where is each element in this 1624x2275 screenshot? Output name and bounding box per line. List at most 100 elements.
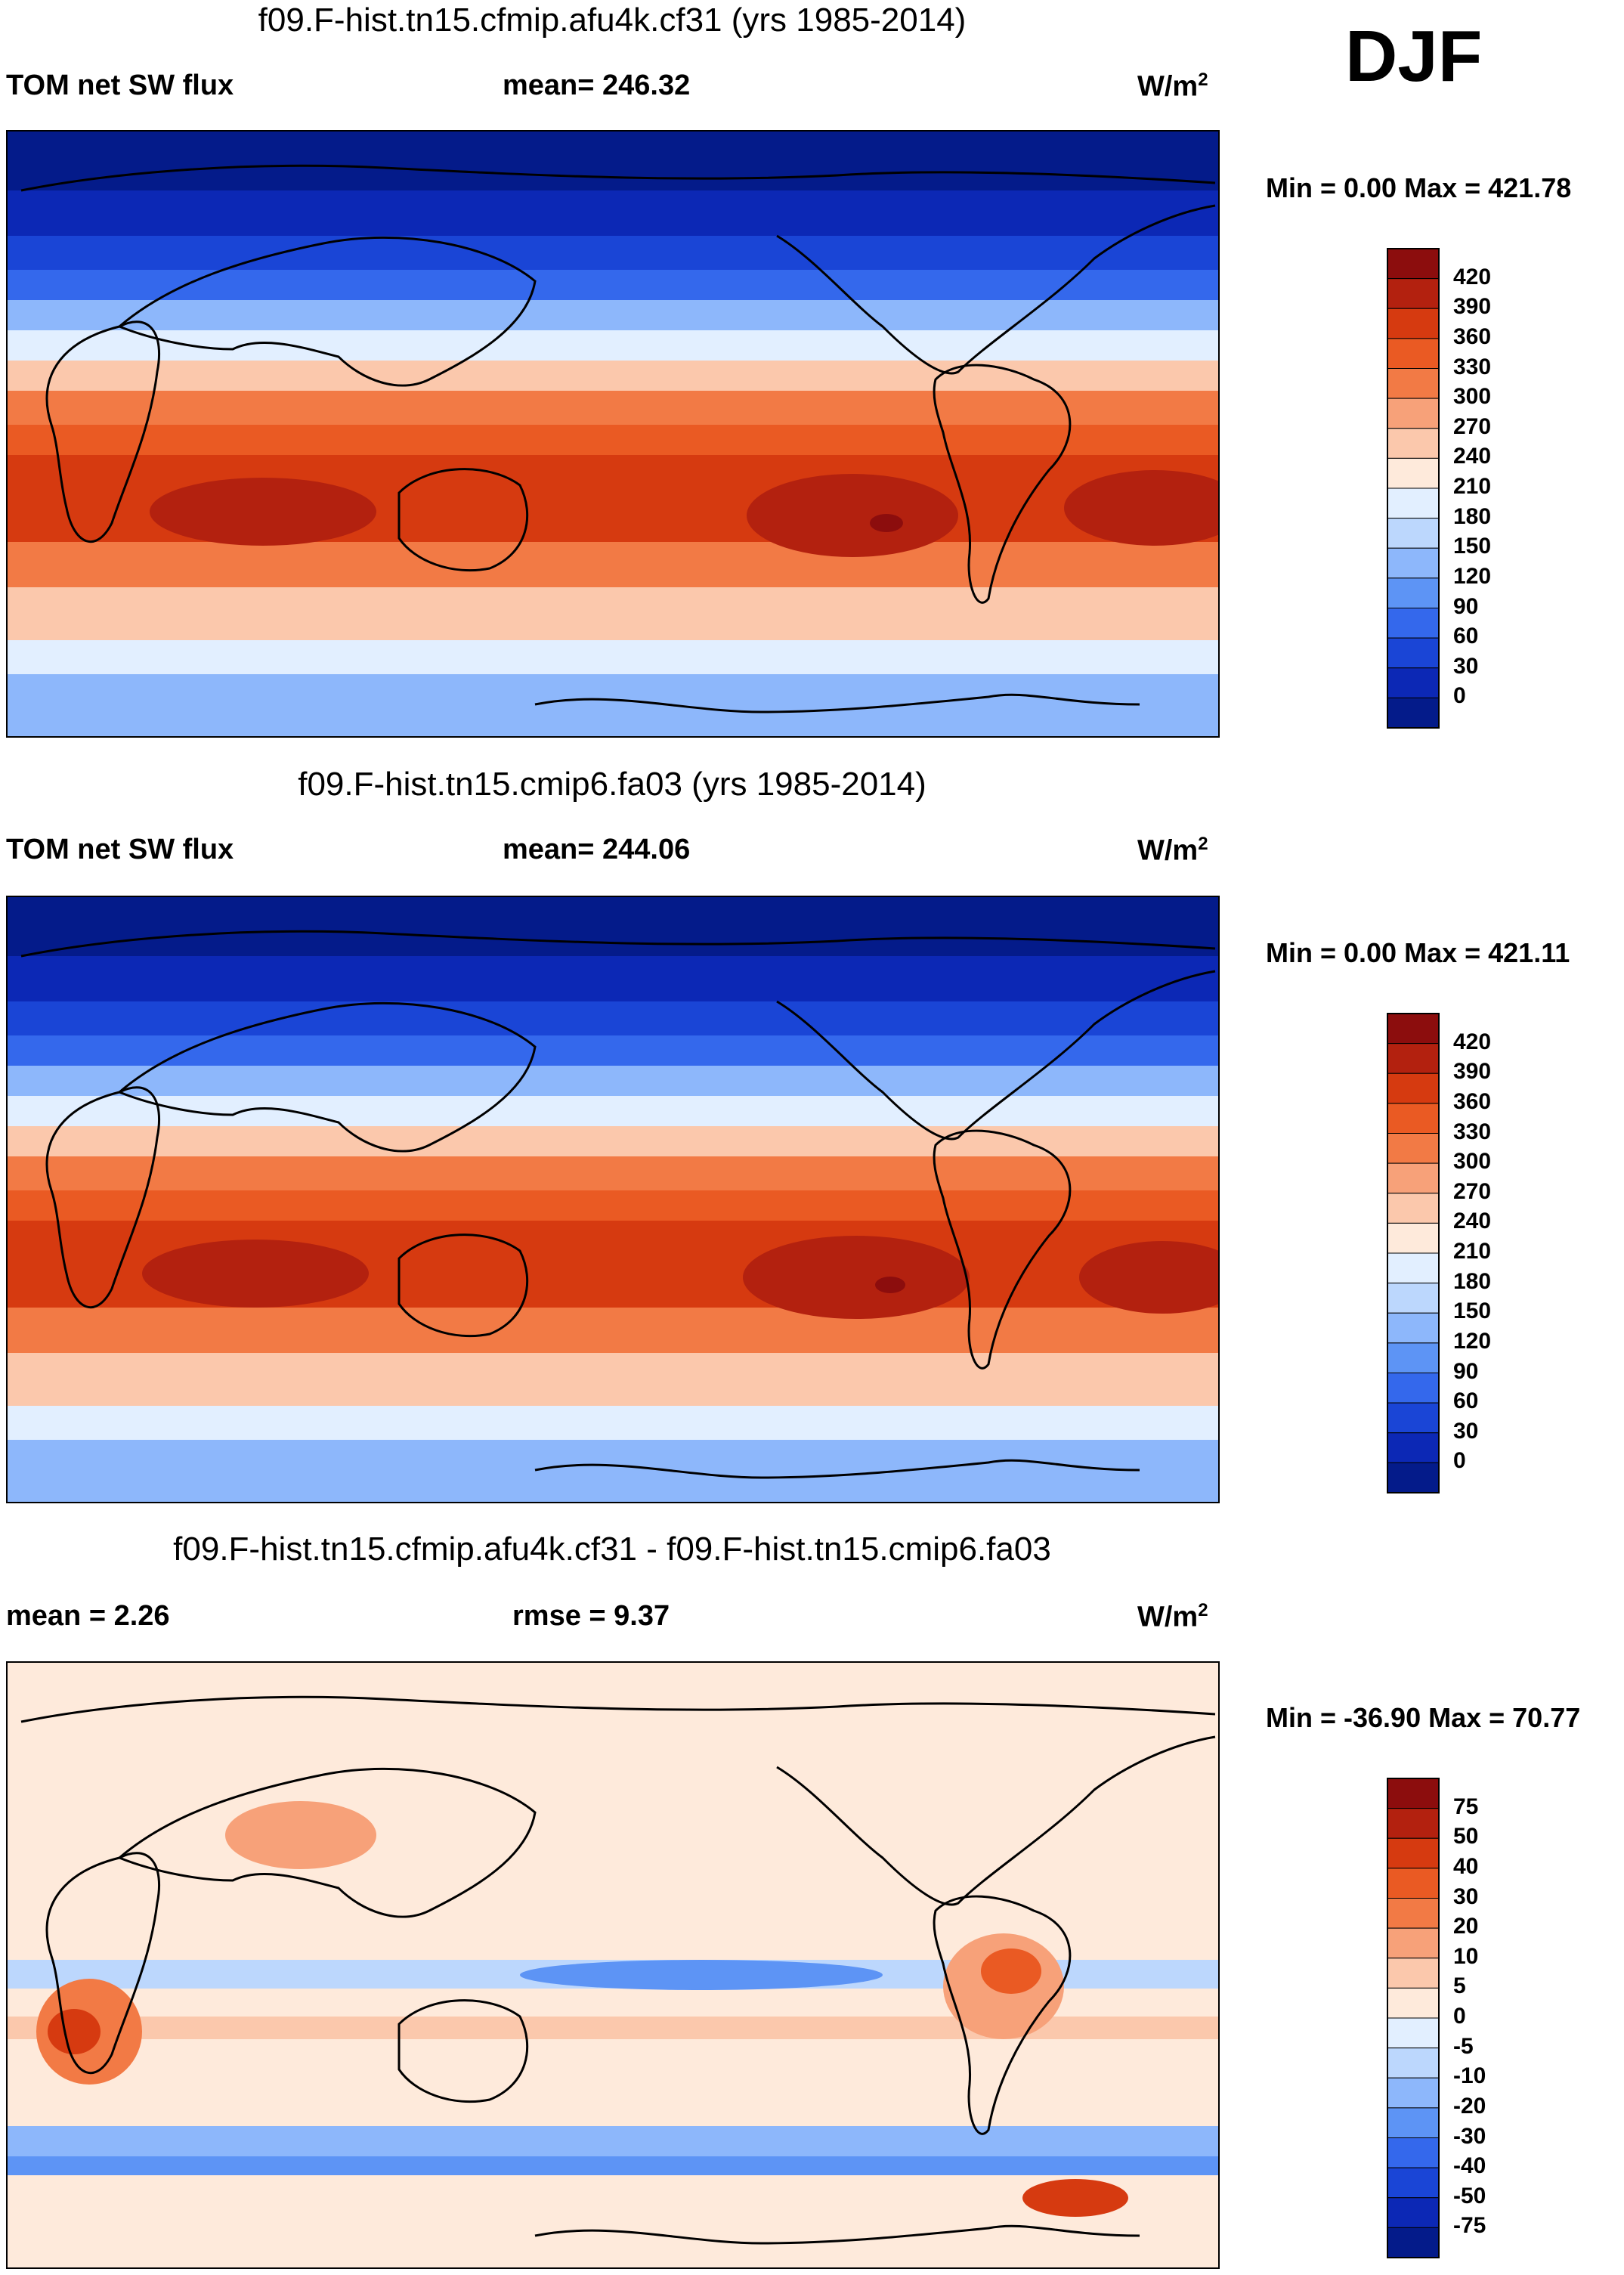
panel3-frame	[6, 1661, 1220, 2269]
colorbar-tick-label: 330	[1453, 354, 1492, 379]
colorbar-box	[1387, 1222, 1440, 1254]
colorbar-tick-label: 270	[1453, 413, 1492, 439]
panel2-band-7	[6, 1126, 1220, 1156]
colorbar-tick-label: 210	[1453, 1239, 1492, 1264]
panel2-band-9	[6, 1190, 1220, 1221]
colorbar-box	[1387, 1312, 1440, 1344]
panel1-band-14	[6, 674, 1220, 738]
colorbar-box	[1387, 2017, 1440, 2049]
colorbar-box	[1387, 1193, 1440, 1224]
panel2-variable-label: TOM net SW flux	[6, 834, 234, 865]
colorbar-tick-label: 10	[1453, 1943, 1479, 1969]
colorbar-tick-label: 300	[1453, 1149, 1492, 1175]
colorbar-box	[1387, 248, 1440, 280]
colorbar-tick-label: 90	[1453, 593, 1479, 619]
panel1-max-indian	[150, 478, 376, 546]
colorbar-box	[1387, 547, 1440, 579]
panel3-rmse-label: rmse = 9.37	[512, 1600, 670, 1632]
colorbar-tick-label: 40	[1453, 1853, 1479, 1879]
colorbar-box	[1387, 2197, 1440, 2228]
panel3-band-south-neg	[6, 2126, 1220, 2156]
panel3-pacific-neg	[520, 1960, 883, 1990]
panel2-title: f09.F-hist.tn15.cmip6.fa03 (yrs 1985-201…	[298, 766, 926, 803]
colorbar-box	[1387, 2107, 1440, 2138]
colorbar-box	[1387, 308, 1440, 339]
panel1-max-atlantic	[1064, 470, 1220, 546]
colorbar-box	[1387, 697, 1440, 729]
colorbar-tick-label: 75	[1453, 1794, 1479, 1819]
panel2-band-5	[6, 1066, 1220, 1096]
panel1-band-6	[6, 330, 1220, 361]
colorbar-tick-label: 180	[1453, 1268, 1492, 1294]
colorbar-box	[1387, 1927, 1440, 1959]
panel1-minmax: Min = 0.00 Max = 421.78	[1266, 172, 1572, 203]
panel2-coastlines	[20, 930, 1216, 1479]
colorbar-box	[1387, 1252, 1440, 1284]
panel3-colorbar	[1387, 1778, 1440, 2258]
panel1-band-13	[6, 640, 1220, 674]
panel1-map	[6, 130, 1220, 738]
colorbar-box	[1387, 518, 1440, 549]
panel1-mean-label: mean= 246.32	[503, 70, 691, 101]
colorbar-box	[1387, 1462, 1440, 1493]
colorbar-box	[1387, 1373, 1440, 1404]
panel2-band-6	[6, 1096, 1220, 1126]
colorbar-box	[1387, 1432, 1440, 1463]
colorbar-box	[1387, 608, 1440, 639]
colorbar-box	[1387, 1013, 1440, 1045]
colorbar-tick-label: -75	[1453, 2213, 1486, 2239]
panel2-minmax: Min = 0.00 Max = 421.11	[1266, 937, 1570, 968]
panel3-band-south-neg2	[6, 2156, 1220, 2175]
colorbar-box	[1387, 1072, 1440, 1104]
colorbar-box	[1387, 1837, 1440, 1869]
panel3-minmax: Min = -36.90 Max = 70.77	[1266, 1702, 1581, 1733]
colorbar-box	[1387, 577, 1440, 608]
colorbar-tick-label: 120	[1453, 563, 1492, 589]
colorbar-box	[1387, 428, 1440, 459]
colorbar-box	[1387, 2077, 1440, 2109]
colorbar-tick-label: 180	[1453, 503, 1492, 529]
panel1-band-3	[6, 236, 1220, 270]
panel2-band-11	[6, 1308, 1220, 1353]
panel1-frame	[6, 130, 1220, 738]
panel1-band-2	[6, 190, 1220, 236]
colorbar-tick-label: 30	[1453, 1418, 1479, 1444]
panel3-title: f09.F-hist.tn15.cfmip.afu4k.cf31 - f09.F…	[173, 1531, 1051, 1568]
colorbar-box	[1387, 278, 1440, 309]
panel2-band-14	[6, 1440, 1220, 1503]
season-label: DJF	[1345, 16, 1483, 97]
colorbar-box	[1387, 637, 1440, 669]
panel2-max-indian	[142, 1240, 369, 1308]
colorbar-box	[1387, 1987, 1440, 2019]
panel1-band-1	[6, 130, 1220, 190]
colorbar-box	[1387, 338, 1440, 369]
panel1-band-5	[6, 300, 1220, 330]
panel2-colorbar	[1387, 1013, 1440, 1493]
colorbar-tick-label: 90	[1453, 1358, 1479, 1384]
colorbar-tick-label: 120	[1453, 1328, 1492, 1354]
colorbar-box	[1387, 1103, 1440, 1134]
panel2-max-southpacific-core	[875, 1277, 905, 1293]
colorbar-tick-label: 240	[1453, 444, 1492, 469]
colorbar-tick-label: -30	[1453, 2123, 1486, 2149]
colorbar-box	[1387, 2137, 1440, 2168]
colorbar-box	[1387, 398, 1440, 429]
colorbar-tick-label: -50	[1453, 2183, 1486, 2208]
colorbar-box	[1387, 667, 1440, 698]
panel1-band-8	[6, 391, 1220, 425]
colorbar-box	[1387, 1133, 1440, 1164]
colorbar-tick-label: 360	[1453, 1088, 1492, 1114]
panel1-band-9	[6, 425, 1220, 455]
colorbar-tick-label: 0	[1453, 2004, 1466, 2029]
panel3-mean-label: mean = 2.26	[6, 1600, 170, 1632]
colorbar-box	[1387, 2227, 1440, 2258]
colorbar-tick-label: 20	[1453, 1914, 1479, 1939]
colorbar-box	[1387, 2048, 1440, 2078]
colorbar-tick-label: 0	[1453, 683, 1466, 709]
panel3-coastlines	[20, 1695, 1216, 2245]
panel3-samerica-pos-core	[981, 1948, 1041, 1994]
panel1-max-southpacific-core	[870, 514, 903, 532]
panel1-colorbar	[1387, 248, 1440, 729]
panel3-map	[6, 1661, 1220, 2269]
colorbar-tick-label: 240	[1453, 1209, 1492, 1234]
